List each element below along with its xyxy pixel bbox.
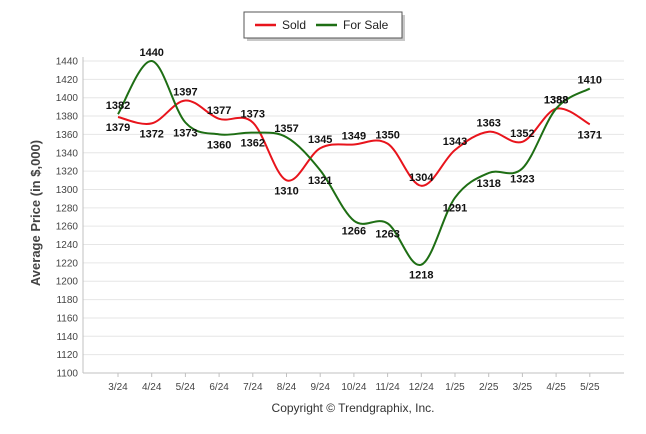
x-tick-label: 6/24	[209, 382, 229, 393]
x-tick-label: 12/24	[409, 382, 434, 393]
data-label-for-sale: 1382	[106, 100, 130, 112]
x-tick-label: 7/24	[243, 382, 263, 393]
legend-label-sold: Sold	[282, 18, 306, 32]
y-tick-label: 1420	[56, 75, 79, 86]
data-label-sold: 1343	[443, 136, 467, 148]
x-tick-label: 5/25	[580, 382, 600, 393]
data-label-sold: 1373	[241, 108, 265, 120]
data-label-sold: 1350	[375, 130, 399, 142]
y-tick-label: 1120	[56, 350, 78, 361]
data-label-sold: 1363	[476, 118, 500, 130]
legend-label-for-sale: For Sale	[343, 18, 389, 32]
axes	[82, 57, 624, 374]
x-tick-label: 3/24	[108, 382, 128, 393]
data-label-for-sale: 1218	[409, 270, 433, 282]
x-tick-label: 3/25	[513, 382, 533, 393]
x-tick-label: 4/25	[546, 382, 566, 393]
y-tick-label: 1140	[56, 332, 78, 343]
gridlines	[83, 60, 624, 374]
x-tick-label: 8/24	[277, 382, 297, 393]
y-tick-label: 1360	[56, 130, 79, 141]
data-label-for-sale: 1362	[241, 138, 265, 150]
x-axis-ticks: 3/24 4/24 5/24 6/24 7/24 8/24 9/24 10/24 11/24 12…	[108, 373, 600, 393]
x-tick-label: 1/25	[445, 382, 465, 393]
data-label-for-sale: 1266	[342, 226, 366, 238]
y-tick-label: 1340	[56, 148, 79, 159]
y-tick-label: 1300	[56, 185, 79, 196]
data-label-for-sale: 1410	[578, 75, 602, 87]
data-label-sold: 1371	[578, 129, 602, 141]
data-label-sold: 1352	[510, 128, 534, 140]
y-tick-label: 1200	[56, 277, 79, 288]
data-label-for-sale: 1373	[173, 127, 197, 139]
y-tick-label: 1240	[56, 240, 79, 251]
legend: Sold For Sale	[243, 11, 405, 41]
y-tick-label: 1320	[56, 167, 79, 178]
y-axis-ticks: 1100 1120 1140 1160 1180 1200 1220 1240 1260 1280…	[56, 57, 79, 380]
data-label-sold: 1397	[173, 86, 197, 98]
y-tick-label: 1220	[56, 258, 79, 269]
data-label-sold: 1304	[409, 172, 434, 184]
x-tick-label: 10/24	[341, 382, 366, 393]
y-tick-label: 1280	[56, 203, 79, 214]
x-tick-label: 9/24	[310, 382, 330, 393]
y-tick-label: 1380	[56, 112, 79, 123]
data-label-for-sale: 1440	[139, 47, 163, 59]
x-tick-label: 5/24	[176, 382, 196, 393]
data-label-sold: 1379	[106, 122, 130, 134]
data-label-sold: 1345	[308, 134, 332, 146]
y-tick-label: 1440	[56, 57, 79, 68]
series-line-for-sale	[117, 60, 591, 266]
data-label-for-sale: 1318	[476, 178, 500, 190]
y-axis-label: Average Price (in $,000)	[28, 140, 43, 286]
data-label-sold: 1377	[207, 105, 231, 117]
data-label-for-sale: 1360	[207, 139, 231, 151]
data-label-for-sale: 1321	[308, 175, 332, 187]
y-tick-label: 1400	[56, 93, 79, 104]
y-tick-label: 1160	[56, 313, 78, 324]
data-label-for-sale: 1263	[375, 228, 399, 240]
series-line-sold	[117, 99, 591, 187]
x-tick-label: 4/24	[142, 382, 162, 393]
data-label-sold: 1310	[274, 185, 298, 197]
y-tick-label: 1100	[56, 369, 78, 380]
y-tick-label: 1180	[56, 295, 78, 306]
data-label-sold: 1372	[139, 128, 163, 140]
x-tick-label: 2/25	[479, 382, 499, 393]
copyright-footer: Copyright © Trendgraphix, Inc.	[272, 401, 435, 415]
data-label-for-sale: 1291	[443, 203, 467, 215]
series-lines	[117, 60, 591, 266]
data-label-sold: 1388	[544, 95, 568, 107]
y-tick-label: 1260	[56, 222, 79, 233]
data-label-for-sale: 1357	[274, 123, 298, 135]
data-label-for-sale: 1388	[544, 95, 568, 107]
data-labels: 1379 1382 1372 1440 1397 1373 1377 1360 1373 1362…	[106, 47, 602, 282]
data-label-for-sale: 1323	[510, 173, 534, 185]
data-label-sold: 1349	[342, 131, 366, 143]
x-tick-label: 11/24	[375, 382, 400, 393]
